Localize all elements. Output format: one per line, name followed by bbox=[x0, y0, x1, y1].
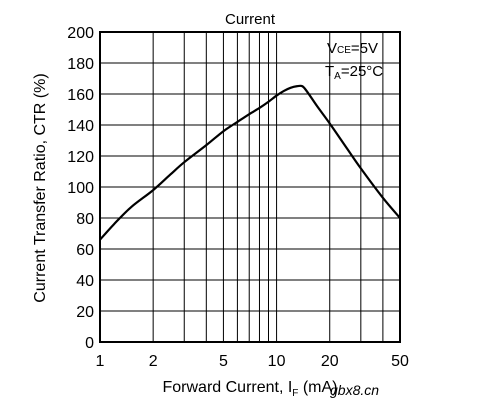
conditions-annotation: VCE=5V TA=25°C bbox=[325, 40, 383, 82]
y-tick-label: 80 bbox=[76, 211, 94, 228]
x-tick-label: 1 bbox=[96, 353, 105, 370]
x-axis-label: Forward Current, IF (mA) bbox=[162, 379, 337, 399]
y-tick-label: 160 bbox=[67, 87, 94, 104]
y-tick-label: 0 bbox=[85, 335, 94, 352]
y-axis-label: Current Transfer Ratio, CTR (%) bbox=[32, 73, 49, 302]
plot-frame bbox=[99, 31, 401, 343]
watermark: gbx8.cn bbox=[330, 382, 379, 398]
y-tick-label: 20 bbox=[76, 304, 94, 321]
y-tick-label: 40 bbox=[76, 273, 94, 290]
x-tick-labels: 1 2 5 10 20 50 bbox=[96, 353, 409, 370]
y-tick-label: 200 bbox=[67, 25, 94, 42]
y-tick-labels: 0 20 40 60 80 100 120 140 160 180 200 bbox=[67, 25, 94, 352]
y-tick-label: 60 bbox=[76, 242, 94, 259]
y-tick-label: 100 bbox=[67, 180, 94, 197]
x-tick-label: 50 bbox=[391, 353, 409, 370]
y-tick-label: 180 bbox=[67, 56, 94, 73]
x-tick-label: 20 bbox=[321, 353, 339, 370]
x-tick-label: 2 bbox=[149, 353, 158, 370]
y-tick-label: 140 bbox=[67, 118, 94, 135]
ta-annotation: TA=25°C bbox=[325, 63, 383, 82]
ctr-curve bbox=[99, 84, 401, 241]
x-tick-label: 10 bbox=[268, 353, 286, 370]
y-tick-label: 120 bbox=[67, 149, 94, 166]
vce-annotation: VCE=5V bbox=[327, 40, 378, 57]
x-tick-label: 5 bbox=[219, 353, 228, 370]
chart-title: Current bbox=[225, 11, 276, 28]
